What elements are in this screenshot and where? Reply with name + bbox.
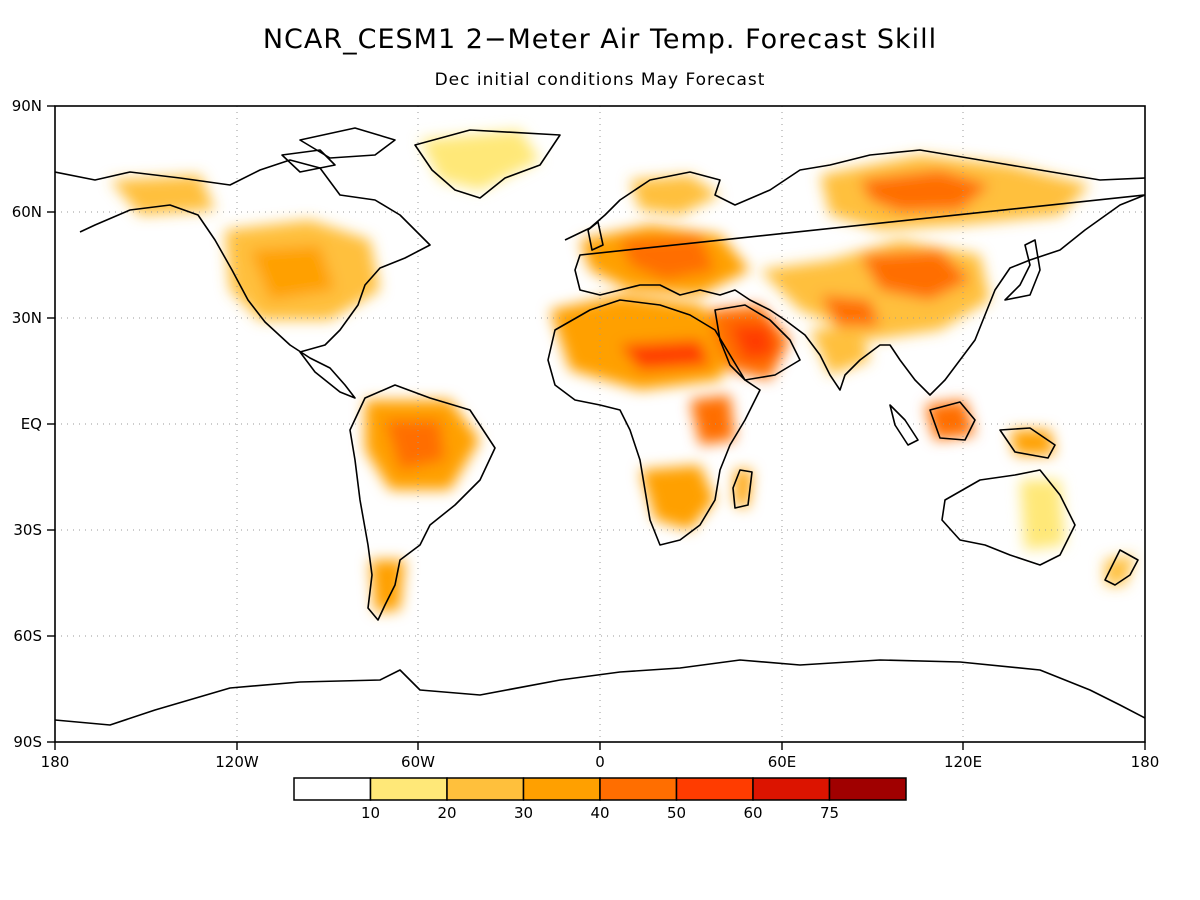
colorbar-swatch	[752, 777, 831, 801]
colorbar-label: 10	[361, 804, 380, 822]
x-tick-label: 60W	[401, 753, 435, 771]
colorbar-label: 20	[437, 804, 456, 822]
y-tick-label: 90N	[12, 97, 42, 115]
colorbar-swatch	[293, 777, 372, 801]
colorbar-label: 75	[820, 804, 839, 822]
colorbar-swatch	[675, 777, 754, 801]
colorbar-swatch	[522, 777, 601, 801]
y-tick-label: 30N	[12, 309, 42, 327]
y-tick-label: 60N	[12, 203, 42, 221]
map-subtitle: Dec initial conditions May Forecast	[434, 70, 766, 90]
axis-ticks	[47, 105, 1146, 750]
graticule	[55, 106, 1145, 742]
colorbar-swatch	[446, 777, 525, 801]
colorbar-swatch	[828, 777, 907, 801]
colorbar-label: 40	[590, 804, 609, 822]
colorbar	[293, 777, 907, 801]
skill-shading	[110, 130, 1135, 612]
y-tick-label: 30S	[13, 521, 42, 539]
coastlines	[55, 127, 1145, 726]
x-tick-label: 0	[595, 753, 605, 771]
x-tick-label: 60E	[768, 753, 797, 771]
colorbar-label: 50	[667, 804, 686, 822]
colorbar-label: 60	[743, 804, 762, 822]
y-tick-label: EQ	[21, 415, 42, 433]
x-tick-label: 180	[1131, 753, 1160, 771]
colorbar-swatch	[599, 777, 678, 801]
y-tick-label: 60S	[13, 627, 42, 645]
x-tick-label: 120W	[215, 753, 259, 771]
y-tick-label: 90S	[13, 733, 42, 751]
x-tick-label: 180	[41, 753, 70, 771]
colorbar-label: 30	[514, 804, 533, 822]
colorbar-swatch	[369, 777, 448, 801]
map-title: NCAR_CESM1 2−Meter Air Temp. Forecast Sk…	[262, 24, 938, 55]
x-tick-label: 120E	[944, 753, 982, 771]
